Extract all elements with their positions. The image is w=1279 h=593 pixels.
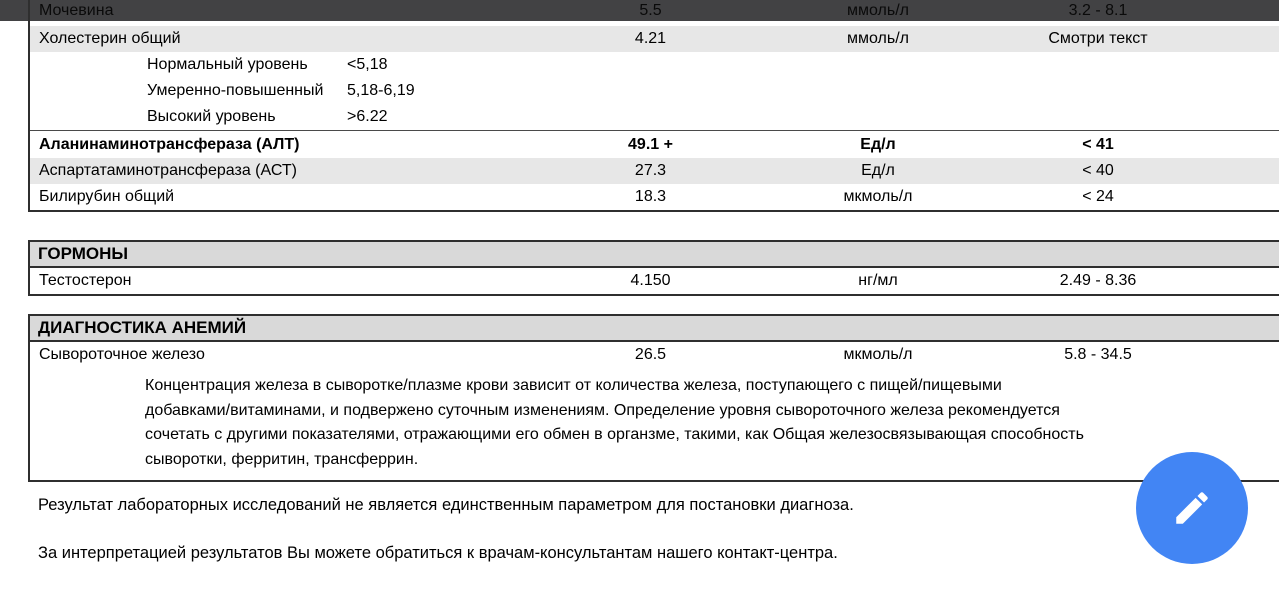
- test-reference-range: < 40: [1082, 162, 1114, 179]
- hormones-section: ГОРМОНЫ Тестостерон 4.150 нг/мл 2.49 - 8…: [28, 240, 1279, 296]
- test-reference-range: < 24: [1082, 188, 1114, 205]
- test-value: 4.150: [630, 272, 671, 289]
- comment-line: добавками/витаминами, и подвержено суточ…: [145, 401, 1060, 419]
- level-label: Нормальный уровень: [147, 56, 308, 73]
- test-comment: Концентрация железа в сыворотке/плазме к…: [30, 368, 1279, 480]
- test-value: 27.3: [634, 162, 667, 179]
- level-range: <5,18: [347, 56, 388, 73]
- disclaimer-text: Результат лабораторных исследований не я…: [38, 496, 854, 514]
- test-unit: ммоль/л: [847, 1, 909, 19]
- table-row: Тестостерон 4.150 нг/мл 2.49 - 8.36: [30, 268, 1279, 294]
- test-value: 4.21: [634, 30, 667, 47]
- table-row: Мочевина 5.5 ммоль/л 3.2 - 8.1: [30, 0, 1279, 21]
- test-unit: мкмоль/л: [843, 188, 913, 205]
- test-name: Мочевина: [39, 1, 114, 19]
- top-dim-overlay: [0, 0, 1279, 21]
- section-header-anemia: ДИАГНОСТИКА АНЕМИЙ: [30, 316, 1279, 342]
- table-row: Билирубин общий 18.3 мкмоль/л < 24: [30, 184, 1279, 210]
- test-name: Тестостерон: [39, 272, 132, 289]
- anemia-section: ДИАГНОСТИКА АНЕМИЙ Сывороточное железо 2…: [28, 314, 1279, 482]
- test-unit: мкмоль/л: [843, 346, 913, 363]
- test-value: 5.5: [639, 1, 662, 19]
- test-reference-range: 3.2 - 8.1: [1068, 1, 1128, 19]
- comment-line: сыворотки, ферритин, трансферрин.: [145, 450, 419, 468]
- section-header-hormones: ГОРМОНЫ: [30, 242, 1279, 268]
- edit-fab-button[interactable]: [1136, 452, 1248, 564]
- cholesterol-level-row: Нормальный уровень <5,18: [30, 52, 1279, 78]
- biochemistry-table: Мочевина 5.5 ммоль/л 3.2 - 8.1 Холестери…: [28, 0, 1279, 212]
- pencil-icon: [1171, 487, 1213, 529]
- table-row: Аспартатаминотрансфераза (АСТ) 27.3 Ед/л…: [30, 158, 1279, 184]
- level-label: Умеренно-повышенный: [147, 82, 324, 99]
- test-reference-range: 2.49 - 8.36: [1059, 272, 1137, 289]
- level-range: 5,18-6,19: [347, 82, 415, 99]
- test-name: Сывороточное железо: [39, 346, 205, 363]
- comment-line: Концентрация железа в сыворотке/плазме к…: [145, 377, 1002, 394]
- test-unit: Ед/л: [860, 135, 896, 153]
- test-unit: нг/мл: [858, 272, 898, 289]
- test-value: 18.3: [634, 188, 667, 205]
- test-name: Холестерин общий: [39, 30, 181, 47]
- table-row: Холестерин общий 4.21 ммоль/л Смотри тек…: [30, 26, 1279, 52]
- cholesterol-level-row: Высокий уровень >6.22: [30, 104, 1279, 130]
- level-label: Высокий уровень: [147, 108, 276, 125]
- test-value: 26.5: [634, 346, 667, 363]
- contact-center-text: За интерпретацией результатов Вы можете …: [38, 544, 838, 562]
- table-row: Сывороточное железо 26.5 мкмоль/л 5.8 - …: [30, 342, 1279, 368]
- test-name: Аланинаминотрансфераза (АЛТ): [39, 135, 300, 153]
- table-row-abnormal: Аланинаминотрансфераза (АЛТ) 49.1 + Ед/л…: [30, 130, 1279, 158]
- test-reference-range: 5.8 - 34.5: [1064, 346, 1132, 363]
- test-reference-range: Смотри текст: [1048, 30, 1148, 47]
- test-name: Билирубин общий: [39, 188, 175, 205]
- test-name: Аспартатаминотрансфераза (АСТ): [39, 162, 297, 179]
- test-unit: Ед/л: [861, 162, 895, 179]
- comment-line: сочетать с другими показателями, отражаю…: [145, 426, 1084, 443]
- test-value: 49.1 +: [628, 135, 673, 153]
- test-unit: ммоль/л: [847, 30, 909, 47]
- level-range: >6.22: [347, 108, 388, 125]
- test-reference-range: < 41: [1082, 135, 1114, 153]
- cholesterol-level-row: Умеренно-повышенный 5,18-6,19: [30, 78, 1279, 104]
